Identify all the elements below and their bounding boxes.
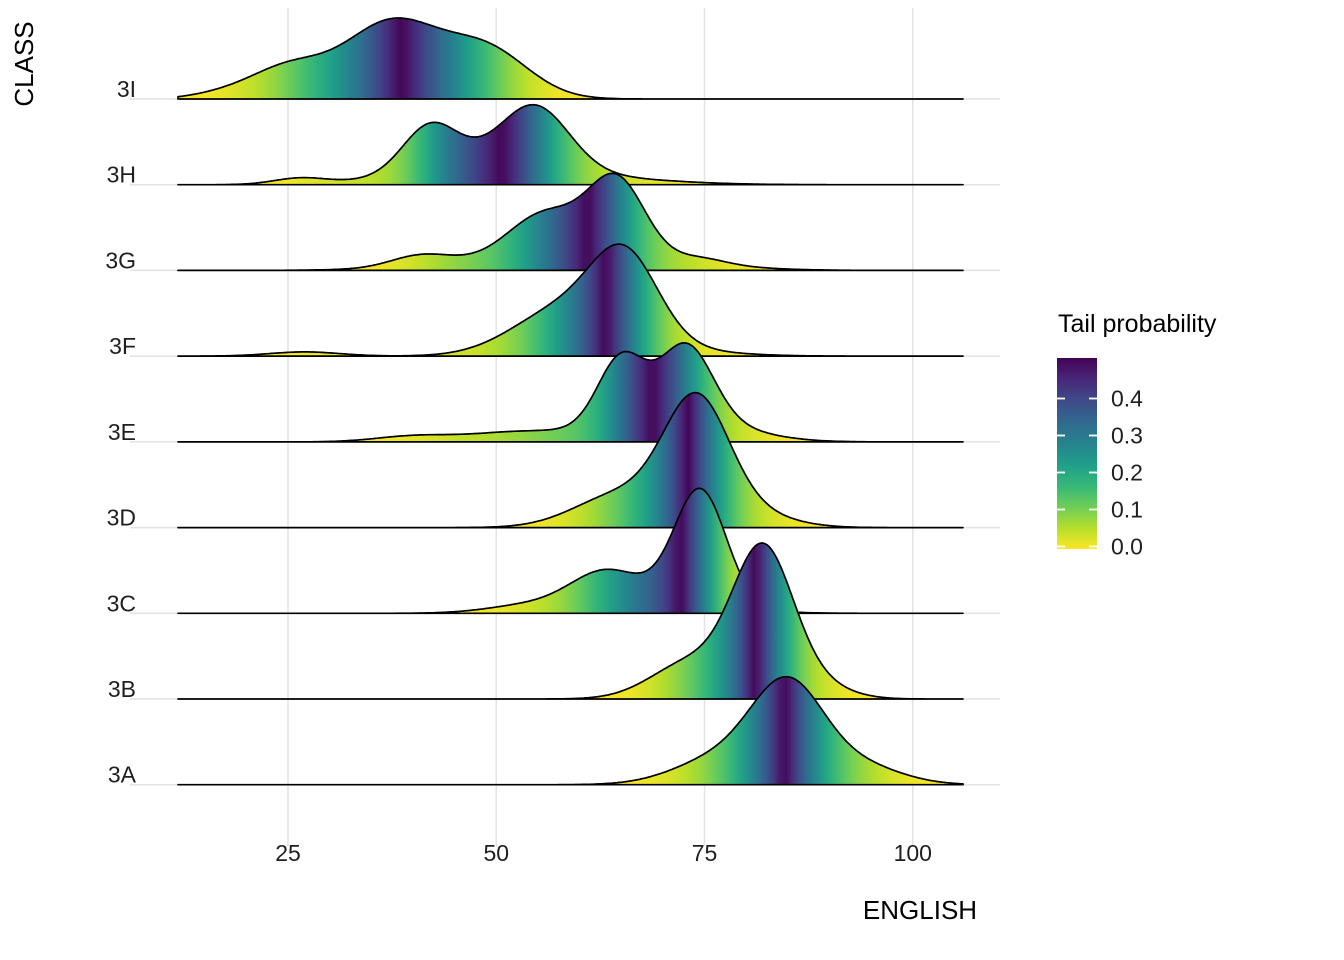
y-tick-label-3C: 3C — [107, 590, 136, 616]
y-tick-label-3E: 3E — [108, 419, 136, 445]
ridge-3F — [177, 243, 964, 357]
y-tick-label-3I: 3I — [117, 76, 136, 102]
legend-title: Tail probability — [1058, 310, 1217, 338]
y-tick-label-3F: 3F — [109, 333, 136, 359]
ridge-3E — [177, 342, 964, 443]
ridge-3H — [177, 103, 964, 186]
x-axis-tick-labels: 25 50 75 100 — [275, 840, 932, 866]
legend-label-0.2: 0.2 — [1111, 460, 1143, 486]
ridge-3B — [177, 542, 964, 700]
x-axis-title: ENGLISH — [863, 895, 977, 925]
ridge-3C — [177, 487, 964, 615]
ridge-3G — [177, 172, 964, 272]
legend-tick-labels: 0.4 0.3 0.2 0.1 0.0 — [1111, 386, 1143, 560]
y-tick-label-3G: 3G — [105, 247, 136, 273]
legend-label-0.0: 0.0 — [1111, 534, 1143, 560]
x-tick-label-100: 100 — [894, 840, 932, 866]
y-tick-label-3H: 3H — [107, 162, 136, 188]
legend-colorbar — [1057, 358, 1097, 549]
ridge-3I — [177, 17, 964, 100]
ridge-3D — [177, 391, 964, 529]
legend: Tail probability 0.4 0.3 0.2 0.1 0.0 — [1057, 310, 1217, 560]
legend-label-0.4: 0.4 — [1111, 386, 1143, 412]
density-ridges — [177, 17, 964, 786]
legend-label-0.3: 0.3 — [1111, 423, 1143, 449]
ridge-3A — [177, 675, 964, 786]
y-tick-label-3D: 3D — [107, 505, 136, 531]
y-axis-title: CLASS — [9, 21, 39, 106]
legend-colorbar-ticks — [1057, 397, 1097, 548]
y-axis-class-labels: 3I 3H 3G 3F 3E 3D 3C 3B 3A — [105, 76, 136, 788]
x-tick-label-75: 75 — [692, 840, 718, 866]
x-tick-label-50: 50 — [483, 840, 509, 866]
x-tick-label-25: 25 — [275, 840, 301, 866]
y-tick-label-3A: 3A — [108, 762, 137, 788]
y-tick-label-3B: 3B — [108, 676, 136, 702]
legend-label-0.1: 0.1 — [1111, 497, 1143, 523]
